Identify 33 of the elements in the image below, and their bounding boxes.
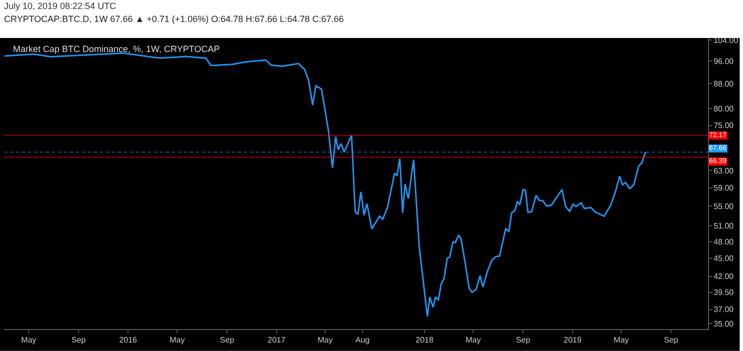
x-tick-label: May (170, 336, 185, 345)
x-tick-label: 2017 (268, 336, 286, 345)
x-tick-label: 2018 (416, 336, 434, 345)
chart-subtitle: CRYPTOCAP:BTC.D, 1W 67.66 ▲ +0.71 (+1.06%) O:64.78 H:67.66 L:64.78 C:67.66 (4, 14, 344, 24)
y-tick-label: 96.00 (714, 56, 734, 66)
x-tick-label: Sep (72, 336, 86, 345)
y-tick-label: 63.00 (714, 166, 734, 176)
x-tick-label: 2019 (564, 336, 582, 345)
y-tick-label: 45.00 (714, 254, 734, 264)
y-tick-label: 37.00 (714, 305, 734, 314)
x-tick-label: Sep (516, 336, 531, 345)
y-tick-label: 42.00 (714, 272, 734, 282)
y-tick-label: 75.00 (714, 121, 734, 130)
x-tick-label: 2016 (119, 336, 138, 345)
y-tick-label: 59.00 (714, 184, 734, 193)
x-tick-label: Sep (664, 336, 679, 345)
text: Market Cap BTC Dominance, %, 1W, CRYPTOCAP (13, 44, 220, 54)
y-tick-label: 35.00 (714, 320, 734, 329)
x-tick-label: Sep (220, 336, 235, 345)
x-tick-label: Aug (355, 336, 370, 345)
y-tick-label: 48.00 (714, 237, 734, 246)
y-tick-label: 80.00 (714, 104, 734, 114)
y-tick-label: 51.00 (714, 222, 734, 231)
x-tick-label: May (21, 336, 36, 345)
x-tick-label: May (318, 336, 333, 345)
y-tick-label: 88.00 (714, 80, 734, 89)
y-tick-label: 39.50 (714, 288, 734, 298)
y-tick-label: 104.00 (714, 36, 739, 46)
line-series (4, 52, 646, 318)
x-tick-label: May (466, 336, 481, 345)
text: July 10, 2019 08:22:54 UTC (4, 1, 117, 11)
x-tick-label: May (614, 336, 629, 345)
y-tick-label: 55.00 (714, 202, 734, 211)
